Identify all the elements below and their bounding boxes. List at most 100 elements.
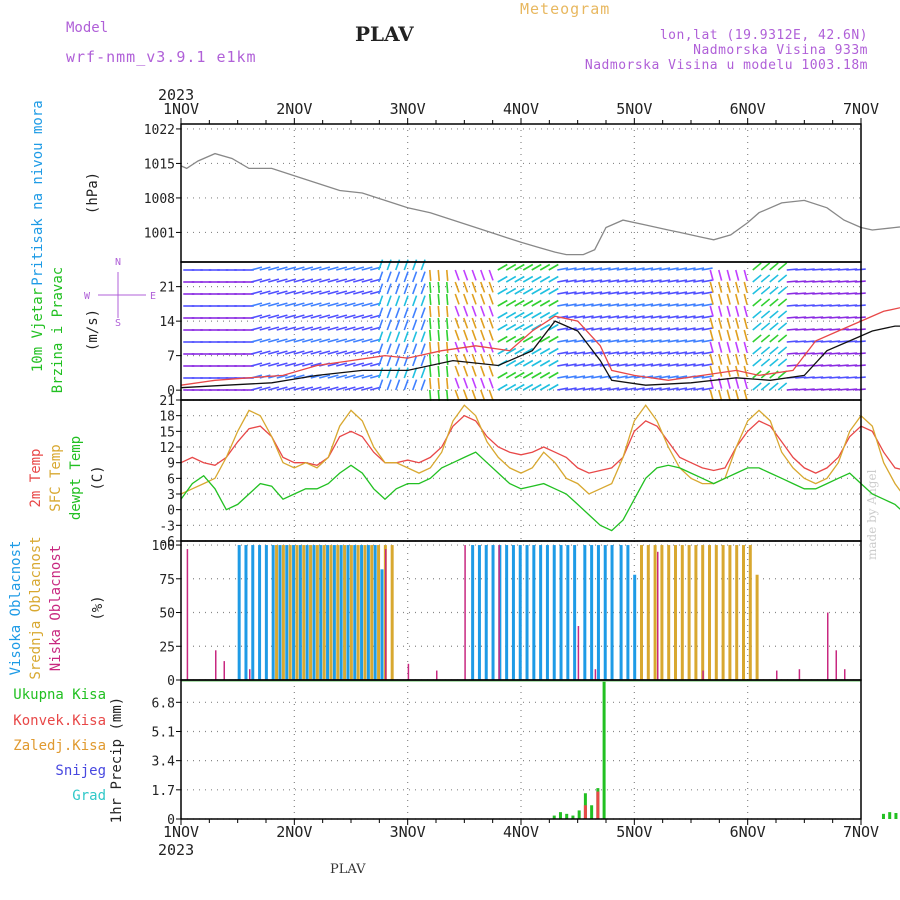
wind-arrow — [650, 315, 662, 319]
cloud-bar — [660, 545, 664, 680]
cloud-bar — [436, 670, 438, 680]
wind-arrow — [361, 386, 373, 391]
wind-arrow — [293, 362, 305, 367]
wind-arrow — [285, 266, 297, 271]
cloud-bar — [619, 545, 623, 680]
wind-arrow — [726, 353, 731, 365]
wind-arrow — [471, 341, 477, 353]
wind-arrow — [709, 269, 714, 281]
wind-arrow — [659, 387, 671, 391]
wind-arrow — [642, 279, 654, 283]
wind-arrow — [693, 303, 705, 307]
wind-arrow — [574, 291, 586, 295]
wind-arrow — [310, 266, 322, 271]
wind-arrow — [319, 326, 331, 331]
wind-arrow — [445, 377, 449, 390]
wind-arrow — [403, 331, 409, 343]
wind-arrow — [633, 351, 645, 355]
wind-arrow — [403, 307, 409, 319]
wind-arrow — [420, 331, 426, 343]
wind-arrow — [445, 353, 449, 366]
wind-arrow — [557, 303, 569, 307]
precip-legend-1: Ukupna Kisa — [13, 687, 106, 703]
wind-arrow — [667, 351, 679, 355]
wind-arrow — [582, 339, 594, 343]
wind-arrow — [505, 347, 517, 355]
wind-arrow — [310, 386, 322, 391]
wind-arrow — [310, 326, 322, 331]
wind-arrow — [463, 353, 469, 365]
wind-arrow — [752, 382, 762, 391]
wind-arrow — [633, 363, 645, 367]
pressure-axis-unit: (hPa) — [85, 172, 101, 214]
wind-arrow — [599, 303, 611, 307]
wind-arrow — [336, 362, 348, 367]
wind-arrow — [445, 341, 449, 354]
wind-arrow — [412, 355, 418, 367]
wind-arrow — [505, 359, 517, 367]
wind-arrow — [497, 287, 508, 295]
wind-arrow — [353, 350, 365, 355]
wind-arrow — [557, 387, 569, 391]
wind-arrow — [760, 382, 771, 391]
cloud-bar — [471, 545, 475, 680]
cloud-bar — [603, 545, 607, 680]
cloud-bar — [312, 545, 316, 680]
cloud-axis-series-2: Srednja Oblacnost — [28, 536, 44, 679]
wind-arrow — [557, 267, 569, 271]
wind-arrow — [386, 355, 392, 367]
wind-arrow — [693, 315, 705, 319]
wind-arrow — [548, 263, 559, 271]
precip-bar — [571, 815, 575, 819]
wind-arrow — [336, 290, 348, 295]
wind-arrow — [539, 311, 551, 319]
y-tick-label: 18 — [159, 410, 175, 425]
wind-arrow — [251, 278, 263, 283]
wind-arrow — [701, 267, 713, 271]
wind-arrow — [548, 323, 559, 331]
wind-arrow — [319, 314, 331, 319]
wind-arrow — [386, 259, 392, 271]
precip-bar — [602, 681, 606, 819]
wind-arrow — [633, 315, 645, 319]
wind-arrow — [251, 266, 263, 271]
wind-arrow — [488, 281, 494, 293]
wind-arrow — [428, 305, 432, 318]
wind-arrow — [616, 315, 628, 319]
wind-arrow — [717, 281, 723, 293]
wind-arrow — [268, 362, 280, 367]
wind-arrow — [760, 346, 771, 355]
cloud-bar — [275, 545, 279, 680]
wind-arrow — [259, 338, 271, 343]
wind-arrow — [276, 338, 288, 343]
cloud-bar — [302, 545, 306, 680]
wind-arrow — [437, 305, 441, 318]
cloud-bar — [349, 545, 353, 680]
wind-arrow — [616, 303, 628, 307]
cloud-bar — [343, 545, 347, 680]
wind-arrow — [310, 302, 322, 307]
y-tick-label: 0 — [167, 504, 175, 519]
cloud-bar — [332, 545, 336, 680]
wind-arrow — [420, 367, 426, 379]
wind-arrow — [650, 267, 662, 271]
wind-arrow — [251, 314, 263, 319]
wind-arrow — [616, 363, 628, 367]
cloud-bar — [366, 545, 370, 680]
wind-arrow — [437, 377, 441, 390]
cloud-bar — [295, 545, 299, 680]
wind-arrow — [760, 286, 771, 295]
wind-arrow — [608, 279, 620, 283]
wind-arrow — [676, 375, 688, 379]
cloud-bar — [714, 545, 718, 680]
wind-arrow — [676, 267, 688, 271]
wind-arrow — [251, 386, 263, 391]
wind-arrow — [591, 267, 603, 271]
wind-arrow — [667, 375, 679, 379]
wind-arrow — [625, 267, 637, 271]
wind-arrow — [557, 291, 569, 295]
precip-legend-4: Snijeg — [55, 763, 106, 779]
cloud-bar — [390, 545, 394, 680]
wind-arrow — [514, 347, 525, 355]
wind-arrow — [259, 302, 271, 307]
